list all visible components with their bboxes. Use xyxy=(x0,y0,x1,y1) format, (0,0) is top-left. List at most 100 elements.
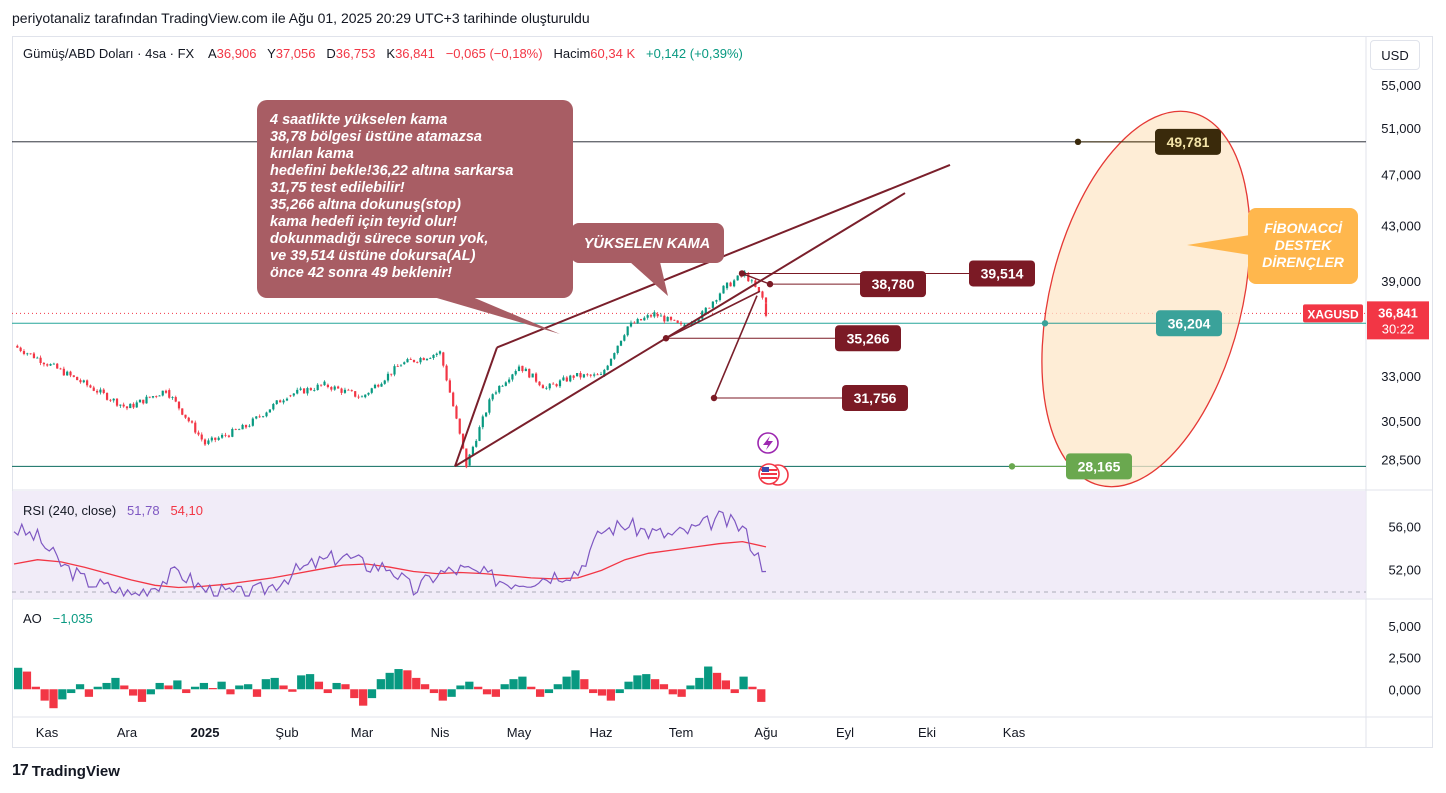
price-pane[interactable]: 49,781 39,514 38,780 36,204 35,266 31,756 28,1… xyxy=(12,89,1429,508)
rsi-ma-value: 54,10 xyxy=(170,503,203,518)
ao-bar xyxy=(438,689,447,701)
analysis-callout[interactable] xyxy=(257,100,573,298)
ao-bar xyxy=(129,689,138,696)
candle-body xyxy=(370,388,373,393)
candle-body xyxy=(690,322,693,326)
level-38780-anchor[interactable] xyxy=(766,280,774,288)
candle-body xyxy=(733,280,736,287)
us-flag-icon[interactable] xyxy=(758,463,789,486)
candle-body xyxy=(32,353,36,359)
candle-body xyxy=(511,374,514,380)
candle-body xyxy=(589,374,592,376)
fibonacci-ellipse[interactable] xyxy=(1006,89,1285,508)
candle-body xyxy=(19,347,22,352)
ao-bar xyxy=(49,689,58,709)
candle-body xyxy=(524,368,527,372)
rsi-tick-label: 56,00 xyxy=(1388,520,1421,535)
rsi-title[interactable]: RSI (240, close) xyxy=(23,503,117,518)
ao-bar xyxy=(597,689,607,696)
ao-bar xyxy=(332,682,341,690)
candle-body xyxy=(79,380,82,383)
candle-body xyxy=(704,307,707,314)
wedge-callout[interactable] xyxy=(571,223,724,263)
level-35266-anchor[interactable] xyxy=(662,335,670,342)
candle-body xyxy=(292,393,295,396)
fib-callout[interactable] xyxy=(1248,208,1358,284)
symbol-tag-text: XAGUSD xyxy=(1307,307,1359,321)
candle-body xyxy=(164,390,168,393)
ao-bar xyxy=(465,681,474,690)
wedge-top-line[interactable] xyxy=(741,272,771,285)
level-39514-anchor[interactable] xyxy=(738,270,746,277)
time-tick-label: Ağu xyxy=(754,725,777,740)
candle-body xyxy=(282,400,285,403)
ao-bar xyxy=(668,689,677,695)
candle-body xyxy=(265,412,268,417)
ao-title[interactable]: AO xyxy=(23,611,42,626)
level-35266-badge[interactable] xyxy=(835,325,901,352)
candle-body xyxy=(161,390,164,396)
candle-body xyxy=(99,389,102,393)
wedge-lower-line[interactable] xyxy=(454,192,906,468)
ao-pane[interactable]: 5,000 2,500 0,000 xyxy=(14,619,1421,709)
last-price-value: 36,841 xyxy=(1378,305,1418,320)
time-tick-label: Mar xyxy=(351,725,374,740)
rsi-line[interactable] xyxy=(13,510,767,598)
symbol-tag[interactable] xyxy=(1303,304,1363,323)
currency-button[interactable]: USD xyxy=(1370,40,1420,70)
symbol-label[interactable]: Gümüş/ABD Doları · 4sa · FX xyxy=(23,46,195,61)
ao-bar xyxy=(704,666,713,690)
lightning-icon[interactable] xyxy=(757,432,779,454)
level-28165-anchor[interactable] xyxy=(1008,463,1016,470)
candle-body xyxy=(380,383,383,387)
candle-body xyxy=(217,437,220,440)
ao-bar xyxy=(739,676,748,690)
candle-body xyxy=(565,377,568,382)
candle-body xyxy=(633,322,636,324)
level-36204-badge[interactable] xyxy=(1156,310,1222,337)
level-36204-anchor[interactable] xyxy=(1041,320,1049,327)
rsi-pane[interactable]: 56,00 52,00 xyxy=(12,510,1421,598)
candle-body xyxy=(174,397,177,402)
ao-bar xyxy=(757,689,766,702)
candle-body xyxy=(177,401,181,409)
ao-bar xyxy=(102,682,111,690)
candle-body xyxy=(367,392,370,395)
ao-bar xyxy=(252,689,262,697)
candle-body xyxy=(582,374,586,378)
analysis-callout-tail xyxy=(430,296,560,334)
candle-body xyxy=(326,384,330,388)
ao-bar xyxy=(31,686,40,690)
time-tick-label: Eki xyxy=(918,725,936,740)
ao-bar xyxy=(527,686,536,690)
price-change: −0,065 (−0,18%) xyxy=(445,46,543,61)
high-value: 37,056 xyxy=(275,46,316,61)
level-39514-badge[interactable] xyxy=(969,260,1035,287)
wedge-target-line[interactable] xyxy=(713,295,758,399)
candle-body xyxy=(350,390,353,392)
last-price-tag[interactable] xyxy=(1367,301,1429,340)
candle-body xyxy=(471,446,475,455)
level-31756-badge[interactable] xyxy=(842,384,908,411)
candle-body xyxy=(593,374,596,376)
ao-bar xyxy=(562,676,571,690)
price-tick-label: 43,000 xyxy=(1381,218,1421,233)
wedge-base-line[interactable] xyxy=(454,347,498,467)
level-28165-badge[interactable] xyxy=(1066,453,1132,480)
level-31756-anchor[interactable] xyxy=(710,394,718,402)
analysis-text-line: kırılan kama xyxy=(270,146,354,162)
candle-body xyxy=(419,358,422,363)
level-49781-anchor[interactable] xyxy=(1074,138,1082,146)
rsi-ma-line[interactable] xyxy=(13,540,767,589)
level-49781-badge[interactable] xyxy=(1155,128,1221,155)
candle-body xyxy=(725,282,729,289)
candle-body xyxy=(337,386,340,389)
wedge-break-line[interactable] xyxy=(665,290,761,339)
candle-body xyxy=(659,315,663,317)
ao-bar xyxy=(305,674,315,690)
level-38780-badge[interactable] xyxy=(860,271,926,298)
tradingview-logo[interactable]: 17 TradingView xyxy=(12,762,120,780)
candle-body xyxy=(438,351,442,354)
fib-callout-tail xyxy=(1187,235,1250,255)
